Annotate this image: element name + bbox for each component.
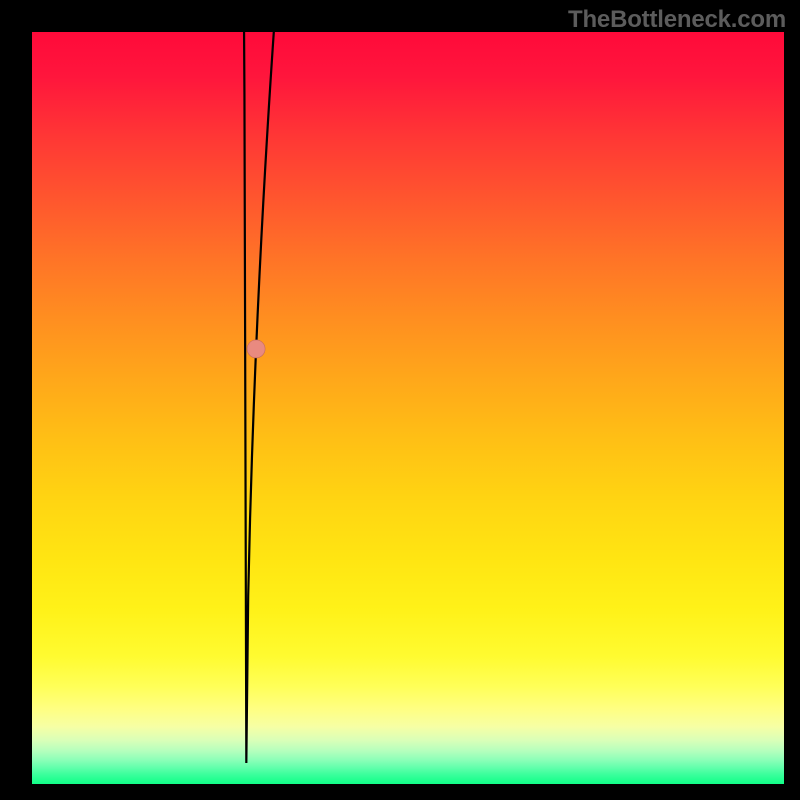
chart-svg-layer: [0, 0, 800, 800]
watermark-text: TheBottleneck.com: [568, 6, 786, 34]
plot-gradient-background: [32, 32, 784, 784]
data-marker: [247, 340, 265, 358]
chart-canvas: TheBottleneck.com: [0, 0, 800, 800]
